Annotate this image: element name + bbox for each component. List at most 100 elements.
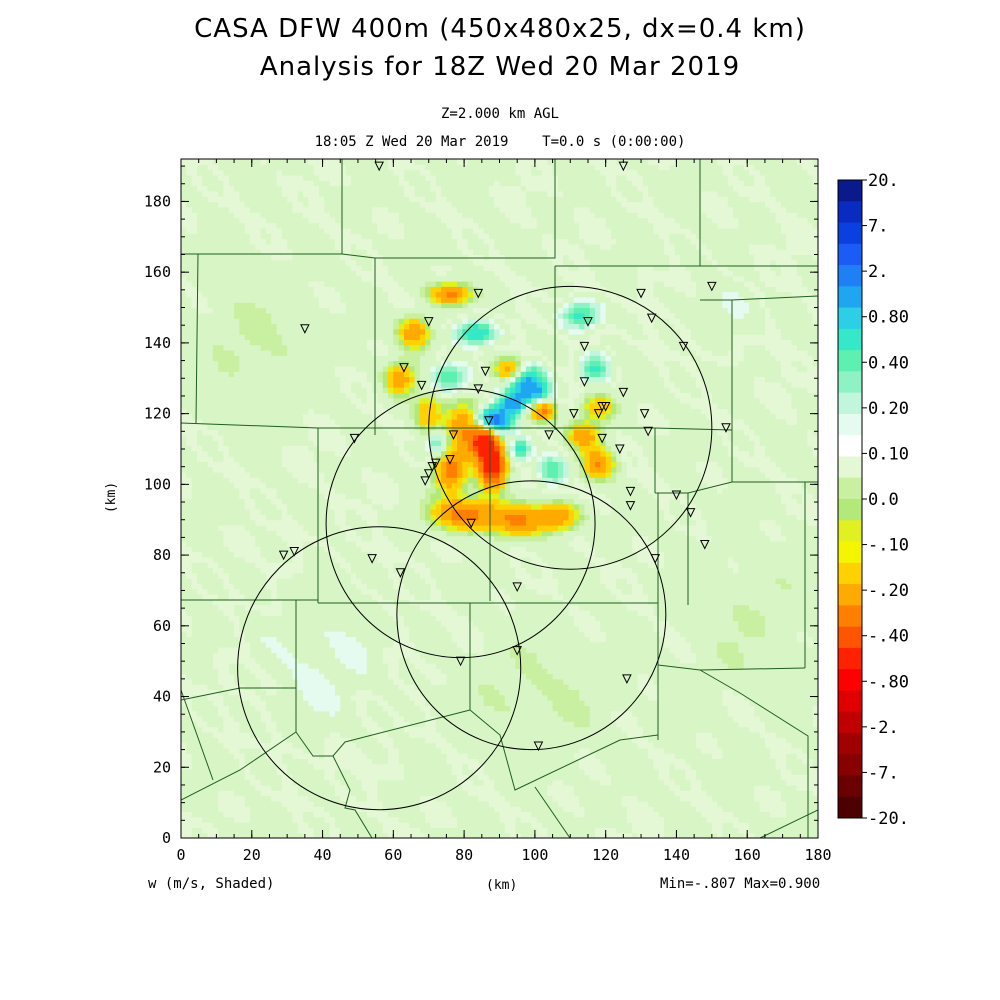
- field-cell: [297, 381, 304, 388]
- field-cell: [260, 334, 267, 340]
- field-cell: [340, 758, 347, 765]
- field-cell: [350, 519, 357, 526]
- field-cell: [250, 525, 256, 531]
- field-cell: [308, 249, 315, 256]
- field-cell: [260, 440, 267, 447]
- field-cell: [313, 742, 320, 749]
- vertical-velocity-field: [181, 159, 818, 838]
- field-cell: [319, 763, 325, 770]
- field-cell: [244, 392, 251, 399]
- field-cell: [260, 471, 267, 478]
- field-cell: [303, 222, 309, 229]
- field-cell: [244, 822, 251, 828]
- field-cell: [340, 662, 347, 669]
- field-cell: [281, 763, 288, 770]
- field-cell: [271, 169, 278, 176]
- field-cell: [340, 604, 347, 611]
- field-cell: [345, 233, 352, 240]
- field-cell: [255, 609, 262, 616]
- field-cell: [324, 466, 331, 473]
- field-cell: [207, 615, 214, 622]
- field-cell: [223, 609, 230, 616]
- field-cell: [281, 445, 288, 452]
- field-cell: [218, 509, 225, 516]
- field-cell: [297, 673, 304, 680]
- field-cell: [340, 784, 347, 791]
- field-cell: [260, 169, 267, 176]
- field-cell: [281, 259, 288, 266]
- field-cell: [276, 784, 283, 791]
- field-cell: [202, 222, 209, 229]
- field-cell: [202, 169, 209, 176]
- field-cell: [196, 774, 203, 781]
- field-cell: [223, 212, 230, 218]
- field-cell: [281, 673, 288, 680]
- field-cell: [212, 344, 219, 351]
- field-cell: [255, 360, 262, 367]
- field-cell: [239, 482, 246, 489]
- field-cell: [287, 604, 294, 611]
- field-cell: [218, 227, 225, 234]
- field-cell: [308, 742, 315, 749]
- field-cell: [382, 588, 389, 595]
- field-cell: [356, 535, 363, 542]
- field-cell: [186, 328, 193, 335]
- field-cell: [382, 615, 389, 622]
- field-cell: [281, 562, 288, 569]
- field-cell: [324, 302, 331, 309]
- field-cell: [265, 514, 272, 521]
- field-cell: [377, 174, 384, 181]
- field-cell: [234, 620, 240, 627]
- field-cell: [239, 164, 246, 171]
- field-cell: [366, 323, 373, 330]
- field-cell: [308, 525, 315, 531]
- field-cell: [313, 265, 320, 271]
- field-cell: [207, 684, 214, 691]
- field-cell: [186, 535, 193, 542]
- field-cell: [303, 164, 309, 171]
- field-cell: [287, 636, 294, 643]
- field-cell: [228, 806, 235, 813]
- field-cell: [324, 424, 331, 431]
- field-cell: [366, 440, 373, 447]
- field-cell: [308, 440, 315, 447]
- field-cell: [276, 270, 283, 277]
- field-cell: [250, 344, 256, 351]
- field-cell: [181, 731, 187, 738]
- field-cell: [350, 583, 357, 590]
- field-cell: [329, 424, 336, 431]
- field-cell: [350, 806, 357, 813]
- field-cell: [319, 811, 325, 818]
- field-cell: [239, 652, 246, 659]
- field-cell: [202, 392, 209, 399]
- field-cell: [350, 747, 357, 754]
- field-cell: [202, 636, 209, 643]
- field-cell: [196, 689, 203, 696]
- field-cell: [334, 668, 341, 675]
- field-cell: [244, 784, 251, 791]
- field-cell: [382, 556, 389, 563]
- field-cell: [207, 832, 214, 838]
- field-cell: [191, 769, 198, 775]
- field-cell: [303, 397, 309, 404]
- field-cell: [313, 705, 320, 712]
- field-cell: [350, 169, 357, 176]
- field-cell: [350, 296, 357, 303]
- field-cell: [265, 647, 272, 653]
- field-cell: [218, 503, 225, 510]
- field-cell: [234, 477, 240, 484]
- field-cell: [239, 180, 246, 187]
- field-cell: [223, 190, 230, 197]
- field-cell: [218, 514, 225, 521]
- field-cell: [223, 344, 230, 351]
- field-cell: [181, 365, 187, 372]
- field-cell: [228, 737, 235, 744]
- field-cell: [271, 174, 278, 181]
- field-cell: [202, 790, 209, 797]
- field-cell: [271, 503, 278, 510]
- field-cell: [377, 567, 384, 574]
- field-cell: [361, 259, 368, 266]
- field-cell: [223, 546, 230, 553]
- field-cell: [191, 328, 198, 335]
- field-cell: [202, 641, 209, 648]
